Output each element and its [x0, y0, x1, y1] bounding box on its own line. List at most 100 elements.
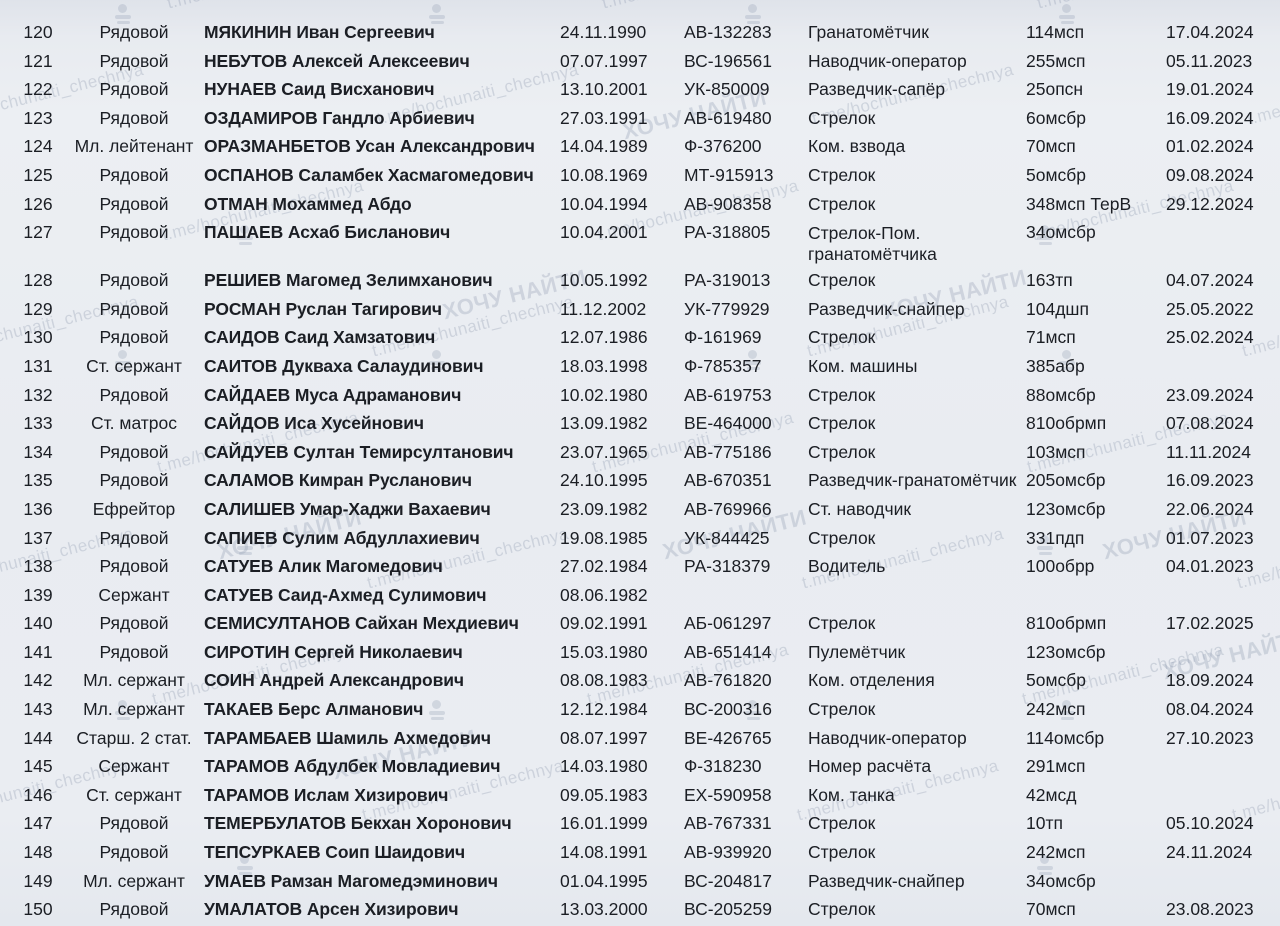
- roster-table-body: 120 Рядовой МЯКИНИН Иван Сергеевич 24.11.19…: [0, 22, 1280, 926]
- row-full-name: САЙДОВ Иса Хусейнович: [204, 413, 424, 434]
- row-rank: Рядовой: [99, 298, 169, 319]
- row-number: 146: [23, 784, 53, 805]
- row-unit: 70мсп: [1026, 136, 1076, 157]
- row-document-id: АВ-761820: [684, 670, 772, 691]
- row-birth-date: 10.04.1994: [560, 193, 648, 214]
- row-document-id: УК-850009: [684, 79, 770, 100]
- row-document-id: Ф-161969: [684, 327, 762, 348]
- row-number: 126: [23, 193, 53, 214]
- row-position: Стрелок: [808, 384, 876, 405]
- row-full-name: ОЗДАМИРОВ Гандло Арбиевич: [204, 107, 475, 128]
- row-rank: Мл. сержант: [83, 870, 185, 891]
- row-rank: Ст. сержант: [86, 355, 182, 376]
- row-date: [1166, 585, 1280, 614]
- row-number: 140: [23, 613, 53, 634]
- row-full-name: ТЕМЕРБУЛАТОВ Бекхан Хоронович: [204, 813, 512, 834]
- row-rank: Сержант: [98, 584, 170, 605]
- row-position: Ком. танка: [808, 784, 895, 805]
- row-position: Стрелок: [808, 842, 876, 863]
- row-number: 133: [23, 413, 53, 434]
- table-row: 131 Ст. сержант САИТОВ Дукваха Салаудинови…: [0, 356, 1280, 385]
- row-number: 121: [23, 50, 53, 71]
- table-row: 139 Сержант САТУЕВ Саид-Ахмед Сулимович 08.…: [0, 585, 1280, 614]
- row-full-name: ТАРАМОВ Ислам Хизирович: [204, 784, 449, 805]
- row-unit: 810обрмп: [1026, 613, 1107, 634]
- row-full-name: САТУЕВ Саид-Ахмед Сулимович: [204, 584, 487, 605]
- row-rank: Рядовой: [99, 470, 169, 491]
- row-document-id: [684, 585, 808, 614]
- row-rank: Ефрейтор: [92, 498, 176, 519]
- row-rank: Ст. сержант: [86, 784, 182, 805]
- row-date: 25.02.2024: [1166, 327, 1254, 348]
- row-birth-date: 13.10.2001: [560, 79, 648, 100]
- row-number: 132: [23, 384, 53, 405]
- row-birth-date: 13.09.1982: [560, 413, 648, 434]
- row-unit: 255мсп: [1026, 50, 1086, 71]
- row-document-id: АВ-132283: [684, 22, 772, 42]
- row-unit: 291мсп: [1026, 756, 1086, 777]
- row-document-id: РА-318379: [684, 556, 771, 577]
- row-unit: 5омсбр: [1026, 164, 1087, 185]
- table-row: 142 Мл. сержант СОИН Андрей Александрович 0…: [0, 670, 1280, 699]
- row-rank: Рядовой: [99, 22, 169, 42]
- row-birth-date: 24.11.1990: [560, 22, 647, 42]
- row-document-id: АВ-775186: [684, 441, 772, 462]
- row-date: 17.02.2025: [1166, 613, 1254, 634]
- row-number: 144: [23, 727, 53, 748]
- row-number: 145: [23, 756, 53, 777]
- row-unit: 242мсп: [1026, 699, 1086, 720]
- row-unit: 123омсбр: [1026, 498, 1106, 519]
- row-unit: 163тп: [1026, 270, 1073, 291]
- row-number: 120: [23, 22, 53, 42]
- table-row: 130 Рядовой САИДОВ Саид Хамзатович 12.07.19…: [0, 327, 1280, 356]
- row-unit: 385абр: [1026, 355, 1085, 376]
- table-row: 144 Старш. 2 стат. ТАРАМБАЕВ Шамиль Ахмедо…: [0, 728, 1280, 757]
- row-rank: Рядовой: [99, 441, 169, 462]
- row-number: 124: [23, 136, 53, 157]
- row-position: Разведчик-снайпер: [808, 870, 965, 891]
- row-full-name: САЙДАЕВ Муса Адраманович: [204, 384, 462, 405]
- row-full-name: ТАКАЕВ Берс Алманович: [204, 699, 424, 720]
- row-document-id: УК-844425: [684, 527, 770, 548]
- row-birth-date: 24.10.1995: [560, 470, 648, 491]
- row-rank: Рядовой: [99, 813, 169, 834]
- row-document-id: ВС-205259: [684, 899, 772, 920]
- row-unit: 348мсп ТерВ: [1026, 193, 1132, 214]
- row-document-id: Ф-785357: [684, 355, 762, 376]
- row-full-name: УМАЕВ Рамзан Магомедэминович: [204, 870, 498, 891]
- row-rank: Рядовой: [99, 193, 169, 214]
- row-date: 23.08.2023: [1166, 899, 1254, 920]
- row-full-name: ОТМАН Мохаммед Абдо: [204, 193, 412, 214]
- row-full-name: ТЕПСУРКАЕВ Соип Шаидович: [204, 842, 466, 863]
- row-unit: 34омсбр: [1026, 222, 1096, 243]
- row-full-name: РОСМАН Руслан Тагирович: [204, 298, 442, 319]
- row-document-id: АВ-670351: [684, 470, 772, 491]
- row-number: 134: [23, 441, 53, 462]
- row-document-id: Ф-376200: [684, 136, 762, 157]
- row-full-name: НЕБУТОВ Алексей Алексеевич: [204, 50, 470, 71]
- row-full-name: ОСПАНОВ Саламбек Хасмагомедович: [204, 164, 534, 185]
- row-unit: 71мсп: [1026, 327, 1076, 348]
- row-date: 01.02.2024: [1166, 136, 1254, 157]
- row-birth-date: 13.03.2000: [560, 899, 648, 920]
- row-document-id: АБ-061297: [684, 613, 772, 634]
- row-unit: 42мсд: [1026, 784, 1077, 805]
- row-rank: Рядовой: [99, 842, 169, 863]
- row-document-id: АВ-767331: [684, 813, 772, 834]
- row-birth-date: 23.07.1965: [560, 441, 648, 462]
- table-row: 120 Рядовой МЯКИНИН Иван Сергеевич 24.11.19…: [0, 22, 1280, 51]
- row-position: Стрелок: [808, 413, 876, 434]
- row-position: Стрелок: [808, 327, 876, 348]
- row-date: 09.08.2024: [1166, 164, 1254, 185]
- row-birth-date: 09.05.1983: [560, 784, 648, 805]
- row-position: Стрелок: [808, 813, 876, 834]
- table-row: 128 Рядовой РЕШИЕВ Магомед Зелимханович 10.…: [0, 270, 1280, 299]
- row-document-id: УК-779929: [684, 298, 770, 319]
- row-position: Стрелок: [808, 613, 876, 634]
- row-birth-date: 09.02.1991: [560, 613, 648, 634]
- row-full-name: ОРАЗМАНБЕТОВ Усан Александрович: [204, 136, 535, 157]
- row-date: 18.09.2024: [1166, 670, 1254, 691]
- row-position: Водитель: [808, 556, 886, 577]
- row-date: 19.01.2024: [1166, 79, 1254, 100]
